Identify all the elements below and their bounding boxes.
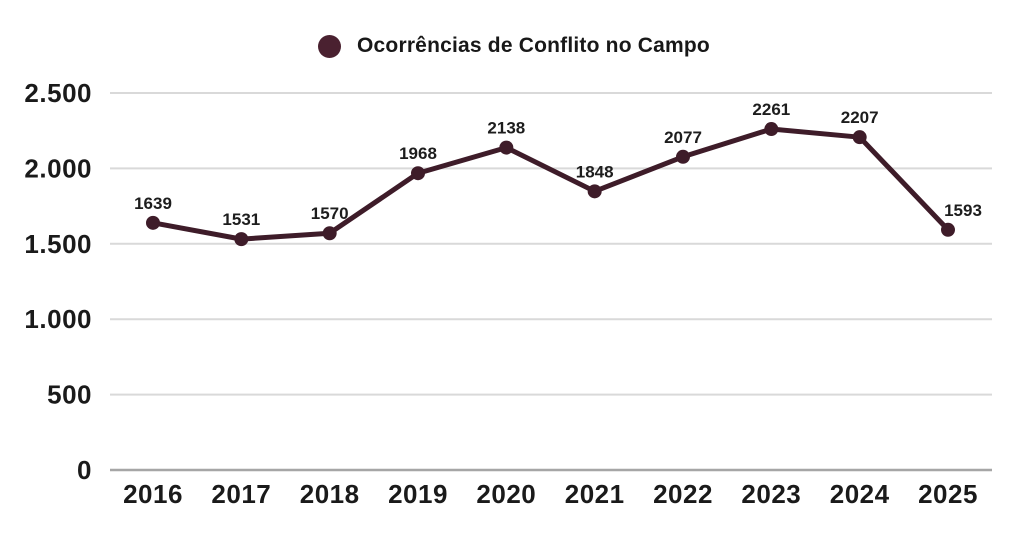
data-point-label: 1968 <box>399 144 437 163</box>
x-axis-tick-label: 2022 <box>653 479 713 509</box>
x-axis-tick-label: 2018 <box>300 479 360 509</box>
x-axis-tick-label: 2016 <box>123 479 183 509</box>
data-point-label: 1593 <box>944 201 982 220</box>
legend-series-label: Ocorrências de Conflito no Campo <box>357 34 710 57</box>
data-point-label: 2207 <box>841 108 879 127</box>
y-axis-tick-label: 0 <box>77 455 92 485</box>
x-axis-tick-label: 2023 <box>741 479 801 509</box>
data-point <box>234 232 249 247</box>
data-point-label: 2138 <box>487 119 525 138</box>
data-point <box>499 140 514 155</box>
data-point-label: 2077 <box>664 128 702 147</box>
data-point <box>411 166 425 181</box>
chart-legend: Ocorrências de Conflito no Campo <box>318 34 710 58</box>
data-point-label: 1848 <box>576 162 614 181</box>
y-axis-tick-label: 2.000 <box>24 153 92 183</box>
x-axis-tick-label: 2025 <box>918 479 978 509</box>
data-point-label: 1639 <box>134 194 172 213</box>
data-point <box>676 149 690 164</box>
legend-marker-icon <box>318 34 341 58</box>
data-point <box>146 215 160 230</box>
data-point-label: 1570 <box>311 204 349 223</box>
x-axis-tick-label: 2024 <box>830 479 890 509</box>
line-series <box>150 126 951 242</box>
data-point <box>587 184 602 199</box>
x-axis-tick-label: 2021 <box>565 479 625 509</box>
y-axis-tick-label: 1.000 <box>24 304 92 334</box>
x-axis-tick-label: 2020 <box>476 479 536 509</box>
data-point <box>764 122 779 137</box>
y-axis-tick-label: 500 <box>47 380 92 410</box>
data-point <box>852 130 867 145</box>
x-axis-tick-label: 2019 <box>388 479 448 509</box>
y-axis-tick-label: 2.500 <box>24 78 92 108</box>
data-point-label: 1531 <box>222 210 260 229</box>
x-axis-tick-label: 2017 <box>211 479 271 509</box>
data-point <box>941 222 955 237</box>
data-point-label: 2261 <box>752 100 790 119</box>
data-point <box>322 226 337 241</box>
y-axis-tick-label: 1.500 <box>24 229 92 259</box>
